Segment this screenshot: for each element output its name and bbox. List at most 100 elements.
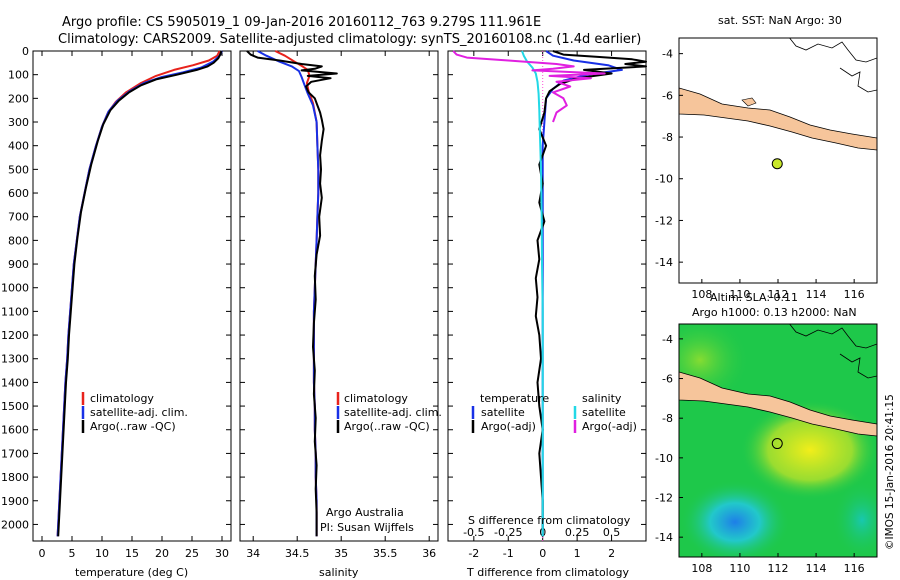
temperature-panel-frame bbox=[32, 50, 232, 542]
depth-tick-label: 700 bbox=[8, 211, 29, 224]
s-difference-axis-label: S difference from climatology bbox=[468, 514, 631, 527]
depth-tick-label: 1300 bbox=[1, 353, 29, 366]
sla-anomaly-low bbox=[680, 480, 790, 557]
temperature-xtick-label: 20 bbox=[155, 547, 169, 560]
legend-label-satellite-adj: satellite-adj. clim. bbox=[90, 406, 188, 419]
sst-argo-float-marker bbox=[771, 158, 783, 170]
salinity-panel-frame bbox=[239, 50, 439, 542]
temperature-xtick-label: 0 bbox=[39, 547, 46, 560]
temperature-xtick-label: 10 bbox=[95, 547, 109, 560]
difference-xtick-label: 1 bbox=[574, 547, 581, 560]
sla-ytick-label: -10 bbox=[655, 452, 673, 465]
sst-xtick-label: 116 bbox=[844, 288, 865, 301]
difference-chart: -2 -1 0 1 2-0.5 -0.25 0 0.25 0.5 bbox=[448, 50, 647, 560]
depth-tick-label: 600 bbox=[8, 187, 29, 200]
depth-tick-label: 1100 bbox=[1, 305, 29, 318]
difference-xtick-label: -2 bbox=[468, 547, 479, 560]
series-t-satellite bbox=[541, 50, 623, 537]
sla-anomaly-teal bbox=[832, 480, 877, 557]
depth-tick-label: 1800 bbox=[1, 471, 29, 484]
legend-label-s-argo: Argo(-adj) bbox=[582, 420, 637, 433]
sst-ytick-label: -14 bbox=[655, 256, 673, 269]
s-difference-tick-label: 0.5 bbox=[603, 526, 621, 539]
s-difference-tick-label: 0.25 bbox=[565, 526, 590, 539]
legend-label-argo: Argo(..raw -QC) bbox=[90, 420, 176, 433]
series-climatology bbox=[56, 50, 221, 537]
legend-label-t-satellite: satellite bbox=[481, 406, 525, 419]
series-argo-raw-qc- bbox=[246, 50, 338, 537]
temperature-xtick-label: 5 bbox=[69, 547, 76, 560]
temperature-xtick-label: 15 bbox=[125, 547, 139, 560]
depth-tick-label: 300 bbox=[8, 116, 29, 129]
sst-xtick-label: 114 bbox=[806, 288, 827, 301]
difference-xtick-label: 2 bbox=[608, 547, 615, 560]
sla-xtick-label: 116 bbox=[844, 562, 865, 575]
sst-map-title: sat. SST: NaN Argo: 30 bbox=[718, 14, 842, 27]
sla-ytick-label: -14 bbox=[655, 531, 673, 544]
legend-label-argo: Argo(..raw -QC) bbox=[344, 420, 430, 433]
series-satellite-adj-clim- bbox=[257, 50, 320, 537]
depth-tick-label: 800 bbox=[8, 234, 29, 247]
depth-tick-label: 2000 bbox=[1, 518, 29, 531]
legend-label-climatology: climatology bbox=[344, 392, 408, 405]
sla-coastline-north bbox=[789, 324, 877, 379]
sst-xtick-label: 112 bbox=[768, 288, 789, 301]
series-s-satellite bbox=[521, 50, 544, 537]
salinity-xtick-label: 36 bbox=[422, 547, 436, 560]
series-satellite-adj-clim- bbox=[56, 50, 223, 537]
sla-xtick-label: 110 bbox=[729, 562, 750, 575]
salinity-xtick-label: 34 bbox=[246, 547, 260, 560]
sla-ytick-label: -12 bbox=[655, 492, 673, 505]
salinity-chart: 34 34.5 35 35.5 36 bbox=[240, 50, 438, 560]
series-climatology bbox=[274, 50, 320, 537]
figure-title-line1: Argo profile: CS 5905019_1 09-Jan-2016 2… bbox=[62, 15, 541, 30]
sla-ytick-label: -4 bbox=[662, 333, 673, 346]
temperature-xtick-label: 25 bbox=[185, 547, 199, 560]
sst-ytick-label: -4 bbox=[662, 48, 673, 61]
depth-tick-label: 1900 bbox=[1, 495, 29, 508]
s-difference-tick-label: -0.25 bbox=[494, 526, 522, 539]
salinity-xtick-label: 34.5 bbox=[285, 547, 310, 560]
legend-label-t-argo: Argo(-adj) bbox=[481, 420, 536, 433]
depth-tick-label: 500 bbox=[8, 163, 29, 176]
sla-map-title-line2: Argo h1000: 0.13 h2000: NaN bbox=[692, 306, 857, 319]
series-t-argo-adj- bbox=[534, 50, 647, 537]
sla-ytick-label: -6 bbox=[662, 373, 673, 386]
credit-line1: Argo Australia bbox=[326, 506, 404, 519]
legend-label-satellite-adj: satellite-adj. clim. bbox=[344, 406, 442, 419]
depth-tick-label: 400 bbox=[8, 140, 29, 153]
temperature-legend: climatology satellite-adj. clim. Argo(..… bbox=[81, 392, 188, 433]
imos-timestamp: ©IMOS 15-Jan-2016 20:41:15 bbox=[884, 394, 896, 550]
credit-line2: PI: Susan Wijffels bbox=[320, 521, 414, 534]
salinity-legend: climatology satellite-adj. clim. Argo(..… bbox=[336, 392, 442, 433]
depth-tick-label: 1000 bbox=[1, 282, 29, 295]
sst-ytick-label: -6 bbox=[662, 89, 673, 102]
legend-title-salinity: salinity bbox=[582, 392, 622, 405]
sla-xtick-label: 108 bbox=[691, 562, 712, 575]
sst-xtick-label: 110 bbox=[729, 288, 750, 301]
depth-tick-label: 900 bbox=[8, 258, 29, 271]
sst-islet bbox=[741, 97, 757, 107]
sla-xtick-label: 112 bbox=[768, 562, 789, 575]
difference-legend: temperature satellite Argo(-adj) salinit… bbox=[471, 392, 637, 433]
depth-tick-label: 100 bbox=[8, 69, 29, 82]
depth-tick-label: 1700 bbox=[1, 447, 29, 460]
depth-tick-label: 1500 bbox=[1, 400, 29, 413]
sla-xtick-label: 114 bbox=[806, 562, 827, 575]
depth-tick-label: 1400 bbox=[1, 376, 29, 389]
series-s-argo-adj- bbox=[452, 50, 606, 123]
figure-title-line2: Climatology: CARS2009. Satellite-adjuste… bbox=[58, 32, 641, 47]
depth-tick-label: 200 bbox=[8, 92, 29, 105]
s-difference-tick-label: -0.5 bbox=[463, 526, 484, 539]
salinity-xtick-label: 35.5 bbox=[373, 547, 398, 560]
difference-xtick-label: -1 bbox=[503, 547, 514, 560]
sst-map: 108 110 112 114 116 -4 -6 -8 -10 -12 -14 bbox=[655, 37, 878, 301]
difference-xtick-label: 0 bbox=[539, 547, 546, 560]
sla-java-landmass bbox=[679, 371, 877, 437]
salinity-axis-label: salinity bbox=[319, 566, 359, 579]
depth-tick-label: 0 bbox=[22, 45, 29, 58]
t-difference-axis-label: T difference from climatology bbox=[466, 566, 629, 579]
sst-java-landmass bbox=[679, 87, 877, 151]
